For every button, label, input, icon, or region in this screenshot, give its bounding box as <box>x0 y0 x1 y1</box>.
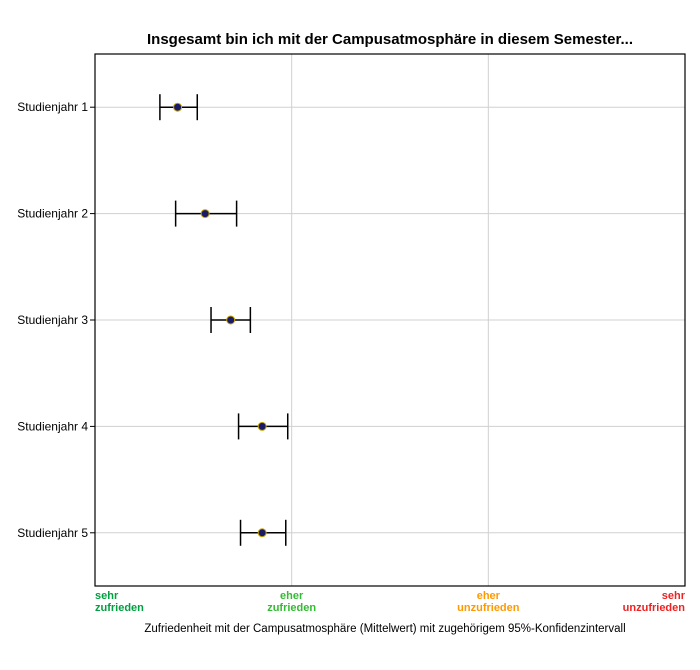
y-tick-label-1: Studienjahr 1 <box>17 100 88 114</box>
x-tick-label-1-line1: sehr <box>95 590 119 602</box>
y-tick-label-4: Studienjahr 4 <box>17 419 88 433</box>
chart-title: Insgesamt bin ich mit der Campusatmosphä… <box>147 31 633 48</box>
mean-point-2 <box>200 209 210 219</box>
y-tick-label-2: Studienjahr 2 <box>17 207 88 221</box>
x-tick-label-3-line2: unzufrieden <box>457 602 520 614</box>
y-tick-label-5: Studienjahr 5 <box>17 526 88 540</box>
mean-point-1 <box>173 102 183 112</box>
y-tick-label-3: Studienjahr 3 <box>17 313 88 327</box>
x-axis-label: Zufriedenheit mit der Campusatmosphäre (… <box>144 623 625 635</box>
mean-point-3 <box>226 315 236 325</box>
errorbar-group-4 <box>237 413 289 440</box>
errorbar-group-3 <box>210 307 252 333</box>
x-tick-label-4-line1: sehr <box>662 590 686 602</box>
x-tick-label-3-line1: eher <box>477 590 501 602</box>
mean-point-5 <box>257 528 267 538</box>
errorbar-group-5 <box>239 519 287 546</box>
grid <box>95 54 685 586</box>
mean-point-4 <box>257 421 267 431</box>
x-tick-label-4-line2: unzufrieden <box>623 602 686 614</box>
data-points <box>159 94 289 546</box>
errorbar-group-2 <box>174 200 238 227</box>
y-axis: Studienjahr 1 Studienjahr 2 Studienjahr 3 S… <box>17 100 95 540</box>
plot-frame <box>94 53 686 587</box>
x-axis: sehrzufriedeneherzufriedeneherunzufriede… <box>95 590 686 614</box>
x-tick-label-2-line2: zufrieden <box>267 602 316 614</box>
errorbar-group-1 <box>159 94 199 121</box>
x-tick-label-2-line1: eher <box>280 590 304 602</box>
x-tick-label-1-line2: zufrieden <box>95 602 144 614</box>
